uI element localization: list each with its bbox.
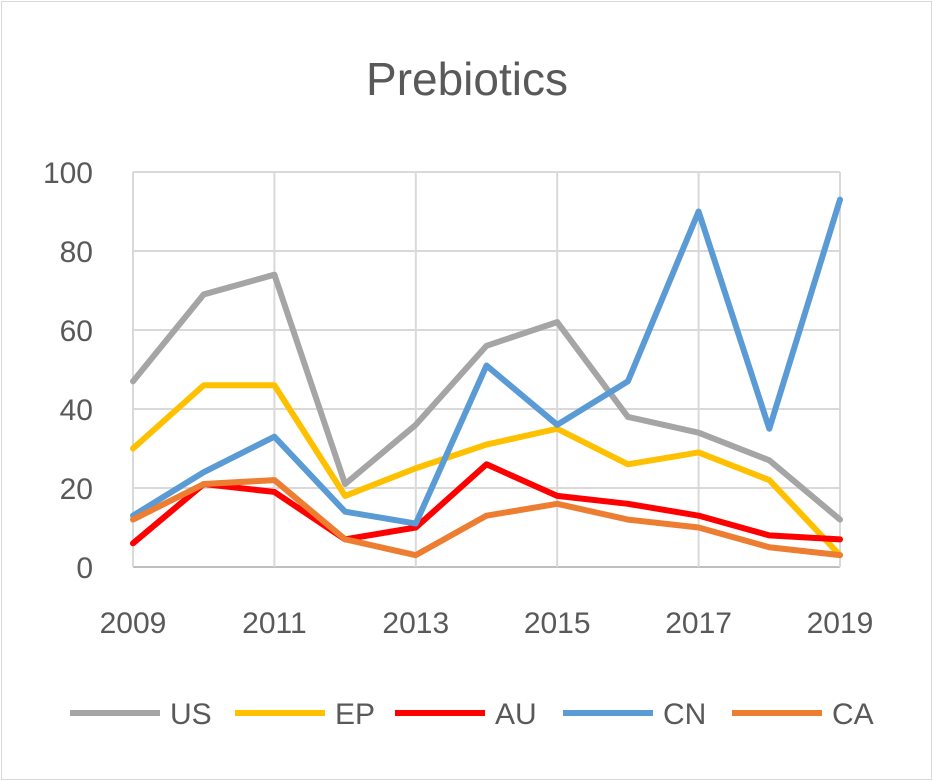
- y-tick-label: 80: [60, 236, 93, 269]
- x-tick-label: 2011: [242, 607, 307, 640]
- y-tick-label: 100: [43, 157, 93, 190]
- y-tick-label: 40: [60, 394, 93, 427]
- y-tick-label: 60: [60, 315, 93, 348]
- y-tick-label: 0: [76, 552, 93, 585]
- legend-label-ep: EP: [335, 698, 375, 731]
- y-tick-label: 20: [60, 473, 93, 506]
- legend-label-ca: CA: [832, 698, 874, 731]
- x-tick-label: 2015: [524, 607, 591, 640]
- legend-label-au: AU: [495, 698, 537, 731]
- series-line-cn: [133, 200, 840, 524]
- series-line-au: [133, 464, 840, 543]
- x-tick-label: 2019: [807, 607, 874, 640]
- legend-label-cn: CN: [663, 698, 706, 731]
- x-tick-label: 2013: [382, 607, 449, 640]
- series-line-ep: [133, 385, 840, 555]
- x-tick-label: 2009: [100, 607, 167, 640]
- x-tick-label: 2017: [665, 607, 732, 640]
- legend-label-us: US: [170, 698, 212, 731]
- series-line-ca: [133, 480, 840, 555]
- chart-title: Prebiotics: [366, 53, 568, 105]
